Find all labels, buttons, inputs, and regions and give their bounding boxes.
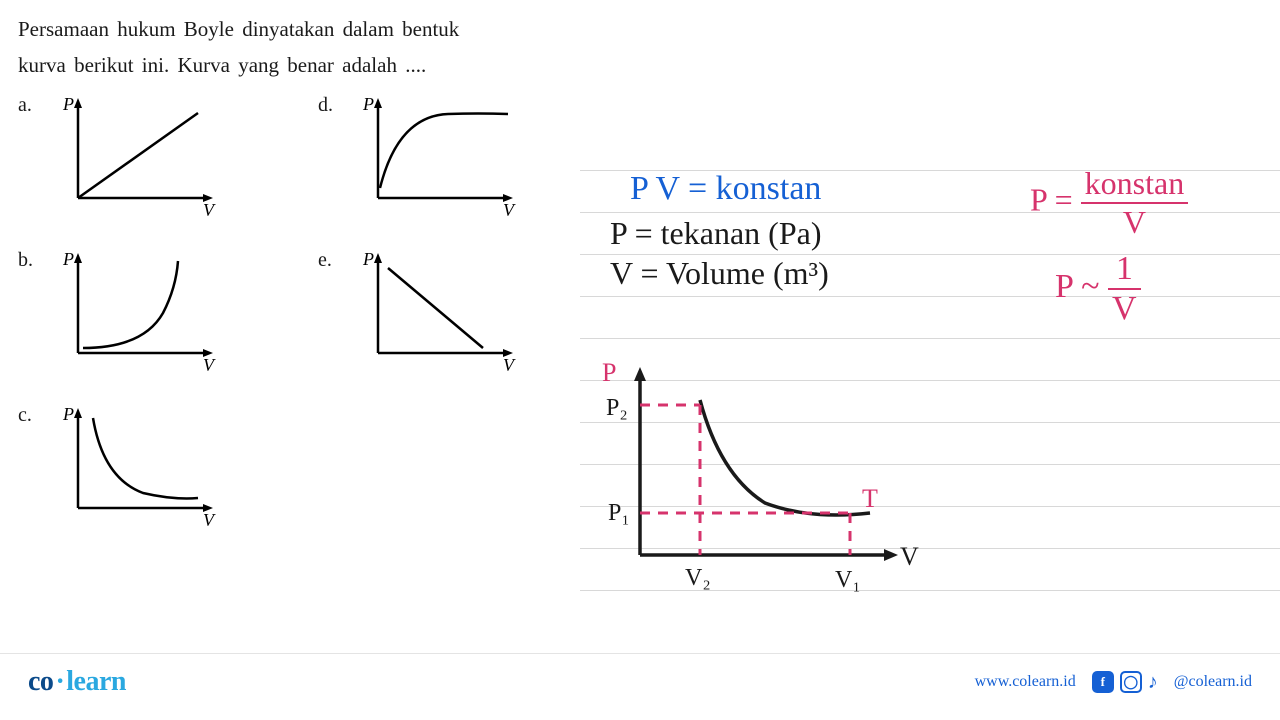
tiktok-icon: ♪ <box>1148 671 1158 694</box>
option-e-chart: P V <box>348 243 528 383</box>
option-e: e. P V <box>318 243 618 398</box>
option-d: d. P V <box>318 88 618 243</box>
logo-co: co <box>28 666 53 697</box>
footer-right: www.colearn.id f ◯ ♪ @colearn.id <box>975 671 1252 694</box>
instagram-icon: ◯ <box>1120 671 1142 693</box>
logo-learn: learn <box>66 666 126 697</box>
sketch-p2: P₂ <box>606 395 628 421</box>
note-eq3: V = Volume (m³) <box>610 255 829 292</box>
option-e-ylabel: P <box>362 249 374 269</box>
option-d-chart: P V <box>348 88 528 228</box>
sketch-v2: V₂ <box>685 565 711 591</box>
option-a: a. P V <box>18 88 318 243</box>
footer: co·learn www.colearn.id f ◯ ♪ @colearn.i… <box>0 662 1280 702</box>
sketch-p1: P₁ <box>608 500 630 526</box>
option-b-xlabel: V <box>203 355 216 375</box>
option-b: b. P V <box>18 243 318 398</box>
sketch-xlabel: V <box>900 542 919 571</box>
option-b-ylabel: P <box>62 249 74 269</box>
options-grid: a. P V d. P V b. <box>18 88 618 553</box>
note-eq2: P = tekanan (Pa) <box>610 215 821 252</box>
note-eq5-lhs: P ~ <box>1055 268 1100 305</box>
note-eq1: P V = konstan <box>630 170 821 208</box>
option-e-xlabel: V <box>503 355 516 375</box>
option-a-chart: P V <box>48 88 228 228</box>
question-line-1: Persamaan hukum Boyle dinyatakan dalam b… <box>18 12 1262 48</box>
option-c-chart: P V <box>48 398 228 538</box>
note-eq5-bot: V <box>1108 290 1141 328</box>
option-a-xlabel: V <box>203 200 216 220</box>
colearn-logo: co·learn <box>28 666 126 698</box>
option-d-xlabel: V <box>503 200 516 220</box>
footer-url: www.colearn.id <box>975 673 1076 691</box>
social-icons: f ◯ ♪ <box>1092 671 1158 694</box>
note-eq4-bot: V <box>1081 204 1189 241</box>
option-b-chart: P V <box>48 243 228 383</box>
note-eq4-top: konstan <box>1081 165 1189 204</box>
option-c-xlabel: V <box>203 510 216 530</box>
option-c-ylabel: P <box>62 404 74 424</box>
question-line-2: kurva berikut ini. Kurva yang benar adal… <box>18 48 1262 84</box>
option-c: c. P V <box>18 398 318 553</box>
sketch-pv-graph: P P₂ P₁ V₂ V₁ V T <box>590 355 930 605</box>
question-text: Persamaan hukum Boyle dinyatakan dalam b… <box>0 0 1280 95</box>
logo-dot: · <box>55 666 64 697</box>
sketch-ylabel: P <box>602 358 616 387</box>
facebook-icon: f <box>1092 671 1114 693</box>
note-eq4: P = konstan V <box>1030 165 1188 241</box>
sketch-v1: V₁ <box>835 567 861 593</box>
option-b-letter: b. <box>18 243 48 272</box>
sketch-t-label: T <box>862 484 878 513</box>
option-a-letter: a. <box>18 88 48 117</box>
option-d-ylabel: P <box>362 94 374 114</box>
option-c-letter: c. <box>18 398 48 427</box>
option-d-letter: d. <box>318 88 348 117</box>
option-e-letter: e. <box>318 243 348 272</box>
option-a-ylabel: P <box>62 94 74 114</box>
footer-divider <box>0 653 1280 654</box>
note-eq4-lhs: P = <box>1030 181 1073 217</box>
note-eq5-top: 1 <box>1108 250 1141 290</box>
footer-handle: @colearn.id <box>1174 673 1252 691</box>
note-eq5: P ~ 1 V <box>1055 250 1141 328</box>
